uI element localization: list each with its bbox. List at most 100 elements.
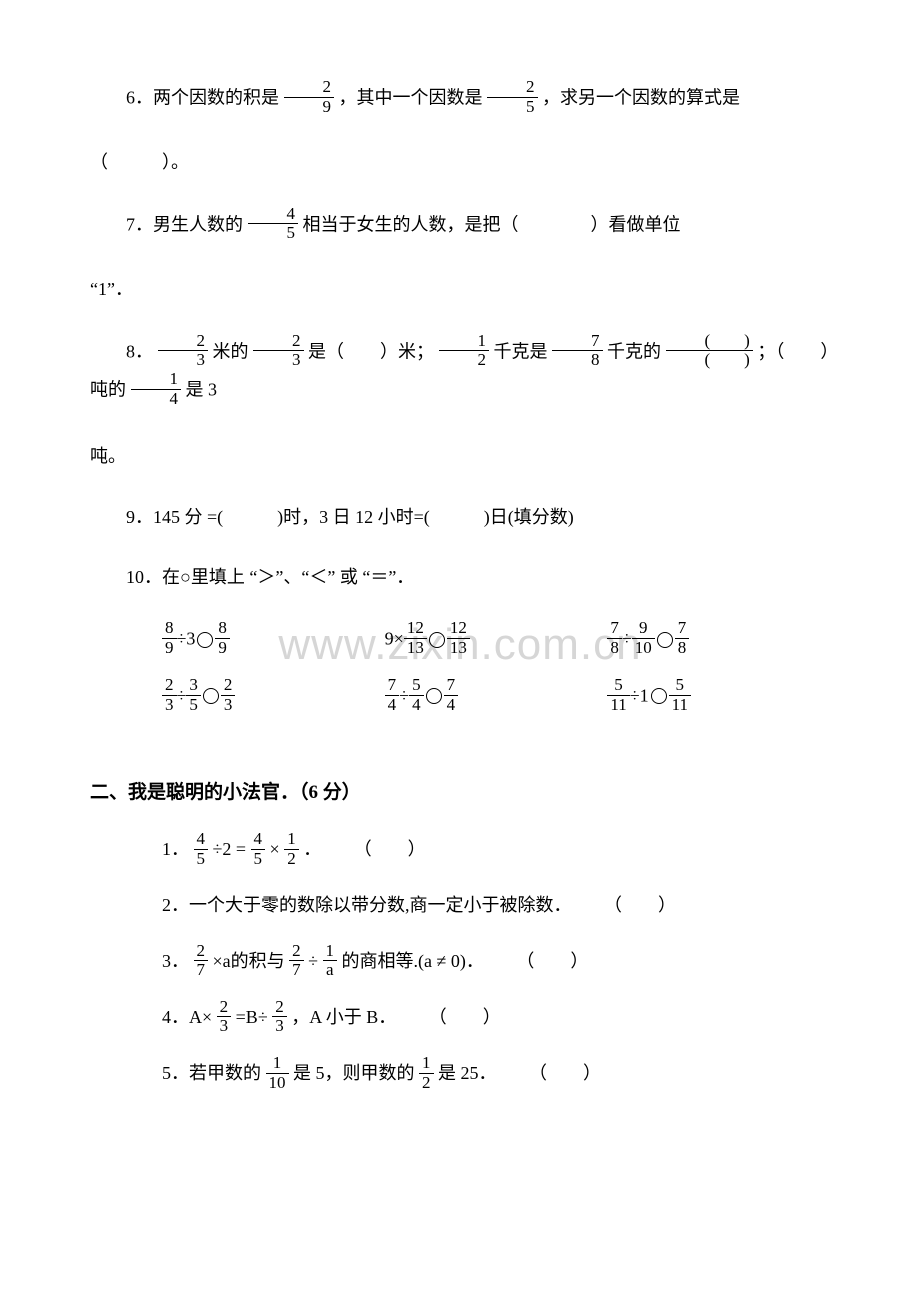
numerator: 2 xyxy=(162,676,177,696)
denominator: 9 xyxy=(162,639,177,658)
tf-text: 2．一个大于零的数除以带分数,商一定小于被除数． xyxy=(162,895,572,915)
fraction: 23 xyxy=(162,676,177,714)
numerator: 8 xyxy=(162,619,177,639)
numerator: 12 xyxy=(447,619,470,639)
denominator: 8 xyxy=(675,639,690,658)
q8-text: 是（ ）米； xyxy=(308,341,434,361)
q8-text: 吨。 xyxy=(90,446,126,466)
denominator: 2 xyxy=(439,351,490,370)
denominator: 13 xyxy=(404,639,427,658)
numerator: 5 xyxy=(607,676,629,696)
op-text: ÷ xyxy=(177,685,187,705)
denominator: ( ) xyxy=(666,351,753,370)
fraction: 89 xyxy=(215,619,230,657)
denominator: 8 xyxy=(607,639,622,658)
denominator: 13 xyxy=(447,639,470,658)
tf-text: 4．A× xyxy=(162,1007,212,1027)
tf-text: 是 5，则甲数的 xyxy=(293,1063,415,1083)
numerator: 7 xyxy=(675,619,690,639)
tf-4: 4．A× 23 =B÷ 23 ，A 小于 B． （ ） xyxy=(162,998,830,1038)
fraction: 78 xyxy=(552,332,603,370)
fraction: 45 xyxy=(194,830,209,868)
question-9: 9．145 分 =( )时，3 日 12 小时=( )日(填分数) xyxy=(90,501,830,533)
numerator: 4 xyxy=(248,205,299,225)
tf-text: ，A 小于 B． xyxy=(291,1007,396,1027)
compare-circle xyxy=(197,632,213,648)
document-page: 6．两个因数的积是 29 ，其中一个因数是 25 ，求另一个因数的算式是 （ ）… xyxy=(0,0,920,1150)
tf-paren: （ ） xyxy=(516,951,588,971)
question-10: 10．在○里填上 “＞”、“＜” 或 “＝”． xyxy=(90,561,830,593)
numerator: 1 xyxy=(284,830,299,850)
denominator: 2 xyxy=(284,850,299,869)
denominator: 8 xyxy=(552,351,603,370)
numerator: 2 xyxy=(221,676,236,696)
numerator: 2 xyxy=(158,332,209,352)
denominator: 4 xyxy=(409,696,424,715)
denominator: 3 xyxy=(221,696,236,715)
expr-cell: 89÷389 xyxy=(162,621,385,659)
tf-text: ×a的积与 xyxy=(213,951,285,971)
tf-text: ． xyxy=(303,839,321,859)
fraction: 35 xyxy=(186,676,201,714)
numerator: 8 xyxy=(215,619,230,639)
q7-text: 相当于女生的人数，是把（ ）看做单位 xyxy=(303,214,681,234)
tf-text: =B÷ xyxy=(236,1007,268,1027)
fraction: 12 xyxy=(284,830,299,868)
fraction: 23 xyxy=(221,676,236,714)
q8-text: 千克是 xyxy=(494,341,548,361)
section-2-title: 二、我是聪明的小法官．（6 分） xyxy=(90,776,830,810)
compare-circle xyxy=(657,632,673,648)
tf-paren: （ ） xyxy=(354,839,426,859)
expr-cell: 9×12131213 xyxy=(385,621,608,659)
fraction: 110 xyxy=(266,1054,289,1092)
compare-circle xyxy=(203,688,219,704)
question-7: 7．男生人数的 45 相当于女生的人数，是把（ ）看做单位 xyxy=(90,207,830,245)
q10-row2: 23÷3523 74÷5474 511÷1511 xyxy=(162,678,830,716)
tf-2: 2．一个大于零的数除以带分数,商一定小于被除数． （ ） xyxy=(162,886,830,926)
denominator: 4 xyxy=(131,390,182,409)
numerator: 9 xyxy=(632,619,655,639)
numerator: 4 xyxy=(194,830,209,850)
denominator: a xyxy=(323,961,338,980)
numerator: 1 xyxy=(131,370,182,390)
fraction: 25 xyxy=(487,78,538,116)
tf-text: 的商相等.(a ≠ 0)． xyxy=(342,951,484,971)
q9-text: 9．145 分 =( )时，3 日 12 小时=( )日(填分数) xyxy=(126,507,574,527)
numerator: 3 xyxy=(186,676,201,696)
denominator: 3 xyxy=(162,696,177,715)
numerator: 7 xyxy=(444,676,459,696)
numerator: ( ) xyxy=(666,332,753,352)
denominator: 2 xyxy=(419,1074,434,1093)
denominator: 5 xyxy=(194,850,209,869)
q7-text: 7．男生人数的 xyxy=(126,214,243,234)
question-8: 8． 23 米的 23 是（ ）米； 12 千克是 78 千克的 ( )( ) … xyxy=(90,334,830,411)
denominator: 7 xyxy=(289,961,304,980)
tf-text: ÷2 = xyxy=(213,839,247,859)
expr-cell: 78÷91078 xyxy=(607,621,830,659)
numerator: 2 xyxy=(272,998,287,1018)
q8-text: 米的 xyxy=(213,341,249,361)
denominator: 3 xyxy=(158,351,209,370)
denominator: 10 xyxy=(632,639,655,658)
op-text: ÷ xyxy=(622,629,632,649)
fraction: 23 xyxy=(217,998,232,1036)
fraction: 74 xyxy=(385,676,400,714)
fraction-blank: ( )( ) xyxy=(666,332,753,370)
denominator: 11 xyxy=(607,696,629,715)
tf-text: 5．若甲数的 xyxy=(162,1063,261,1083)
tf-text: 3． xyxy=(162,951,189,971)
numerator: 1 xyxy=(323,942,338,962)
op-text: ÷3 xyxy=(177,629,196,649)
fraction: 511 xyxy=(669,676,691,714)
numerator: 2 xyxy=(289,942,304,962)
q7-text: “1”． xyxy=(90,279,133,299)
denominator: 5 xyxy=(251,850,266,869)
question-8-tail: 吨。 xyxy=(90,440,830,472)
tf-text: 1． xyxy=(162,839,189,859)
tf-text: × xyxy=(270,839,280,859)
denominator: 9 xyxy=(215,639,230,658)
fraction: 1213 xyxy=(404,619,427,657)
compare-circle xyxy=(651,688,667,704)
question-6: 6．两个因数的积是 29 ，其中一个因数是 25 ，求另一个因数的算式是 xyxy=(90,80,830,118)
denominator: 11 xyxy=(669,696,691,715)
